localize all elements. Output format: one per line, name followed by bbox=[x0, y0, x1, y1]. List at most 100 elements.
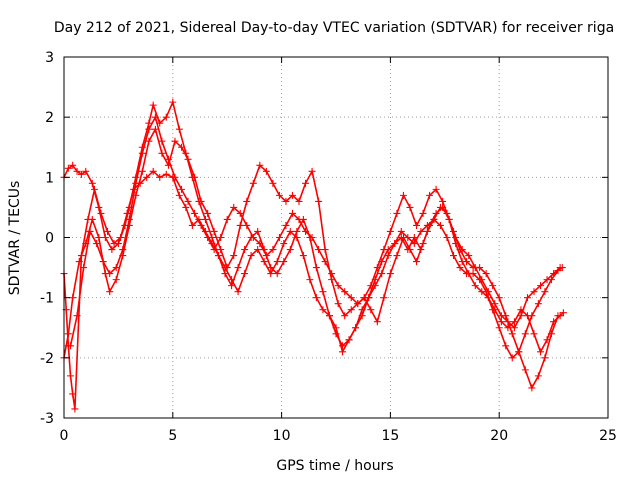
data-point bbox=[482, 270, 490, 278]
data-point bbox=[352, 324, 360, 332]
data-point bbox=[530, 288, 538, 296]
data-point bbox=[528, 384, 536, 392]
data-point bbox=[228, 282, 236, 290]
data-point bbox=[275, 191, 283, 199]
data-point bbox=[149, 101, 157, 109]
data-point bbox=[90, 185, 98, 193]
data-point bbox=[491, 306, 499, 314]
y-tick-label: 1 bbox=[45, 170, 54, 186]
data-point bbox=[521, 330, 529, 338]
data-point bbox=[478, 288, 486, 296]
data-point bbox=[497, 312, 505, 320]
data-point bbox=[321, 246, 329, 254]
data-point bbox=[197, 197, 205, 205]
data-point bbox=[491, 300, 499, 308]
data-point bbox=[504, 318, 512, 326]
data-point bbox=[217, 246, 225, 254]
data-point bbox=[413, 258, 421, 266]
data-point bbox=[478, 276, 486, 284]
data-point bbox=[397, 227, 405, 235]
data-point bbox=[436, 221, 444, 229]
data-point bbox=[315, 197, 323, 205]
data-point bbox=[367, 306, 375, 314]
data-point bbox=[302, 227, 310, 235]
data-point bbox=[386, 270, 394, 278]
data-point bbox=[554, 312, 562, 320]
data-point bbox=[164, 155, 172, 163]
data-point bbox=[410, 234, 418, 241]
data-point bbox=[234, 288, 242, 296]
data-point bbox=[249, 234, 257, 241]
data-point bbox=[380, 246, 388, 254]
data-point bbox=[175, 191, 183, 199]
data-point bbox=[430, 215, 438, 223]
data-point bbox=[77, 170, 85, 178]
data-point bbox=[517, 312, 525, 320]
data-point bbox=[106, 288, 114, 296]
x-tick-label: 0 bbox=[60, 428, 69, 444]
data-point bbox=[88, 179, 96, 187]
data-point bbox=[417, 227, 425, 235]
data-point bbox=[445, 215, 453, 223]
data-point bbox=[393, 209, 401, 217]
data-point bbox=[426, 191, 434, 199]
data-point bbox=[178, 185, 186, 193]
data-point bbox=[184, 197, 192, 205]
data-point bbox=[112, 276, 120, 284]
data-point bbox=[332, 324, 340, 332]
data-point bbox=[510, 318, 518, 326]
data-point bbox=[71, 405, 79, 413]
data-point bbox=[101, 234, 109, 241]
data-point bbox=[373, 318, 381, 326]
grid-lines bbox=[64, 57, 608, 418]
data-point bbox=[191, 209, 199, 217]
data-point bbox=[508, 330, 516, 338]
data-point bbox=[82, 167, 90, 175]
data-point bbox=[104, 227, 112, 235]
data-point bbox=[406, 203, 414, 211]
data-point bbox=[143, 173, 151, 181]
data-point bbox=[269, 246, 277, 254]
x-tick-label: 10 bbox=[273, 428, 291, 444]
data-point bbox=[521, 366, 529, 374]
y-tick-label: -2 bbox=[40, 351, 54, 367]
data-point bbox=[299, 252, 307, 260]
data-point bbox=[119, 246, 127, 254]
data-point bbox=[67, 342, 75, 350]
data-point bbox=[471, 282, 479, 290]
data-point bbox=[523, 294, 531, 302]
data-point bbox=[312, 294, 320, 302]
data-point bbox=[64, 164, 72, 172]
data-point bbox=[241, 246, 249, 254]
data-point bbox=[465, 252, 473, 260]
data-point bbox=[436, 203, 444, 211]
data-point bbox=[358, 312, 366, 320]
data-point bbox=[295, 215, 303, 223]
data-point bbox=[262, 167, 270, 175]
data-point bbox=[123, 209, 131, 217]
data-point bbox=[93, 240, 101, 248]
data-point bbox=[497, 318, 505, 326]
data-point bbox=[138, 167, 146, 175]
data-point bbox=[419, 209, 427, 217]
data-point bbox=[99, 258, 107, 266]
data-point bbox=[210, 227, 218, 235]
data-point bbox=[156, 173, 164, 181]
axis-ticks: 0 5 10 15 20 25 -3 -2 -1 0 1 2 3 bbox=[40, 50, 617, 444]
data-point bbox=[145, 125, 153, 133]
data-point bbox=[210, 246, 218, 254]
data-point bbox=[145, 119, 153, 127]
data-point bbox=[508, 354, 516, 362]
data-point bbox=[243, 197, 251, 205]
data-point bbox=[204, 209, 212, 217]
series-track-1 bbox=[60, 98, 566, 362]
data-point bbox=[117, 234, 125, 241]
series-line bbox=[63, 170, 559, 410]
data-point bbox=[80, 264, 88, 272]
data-point bbox=[393, 252, 401, 260]
data-point bbox=[125, 215, 133, 223]
data-point bbox=[223, 215, 231, 223]
data-point bbox=[262, 252, 270, 260]
data-point bbox=[162, 113, 170, 121]
